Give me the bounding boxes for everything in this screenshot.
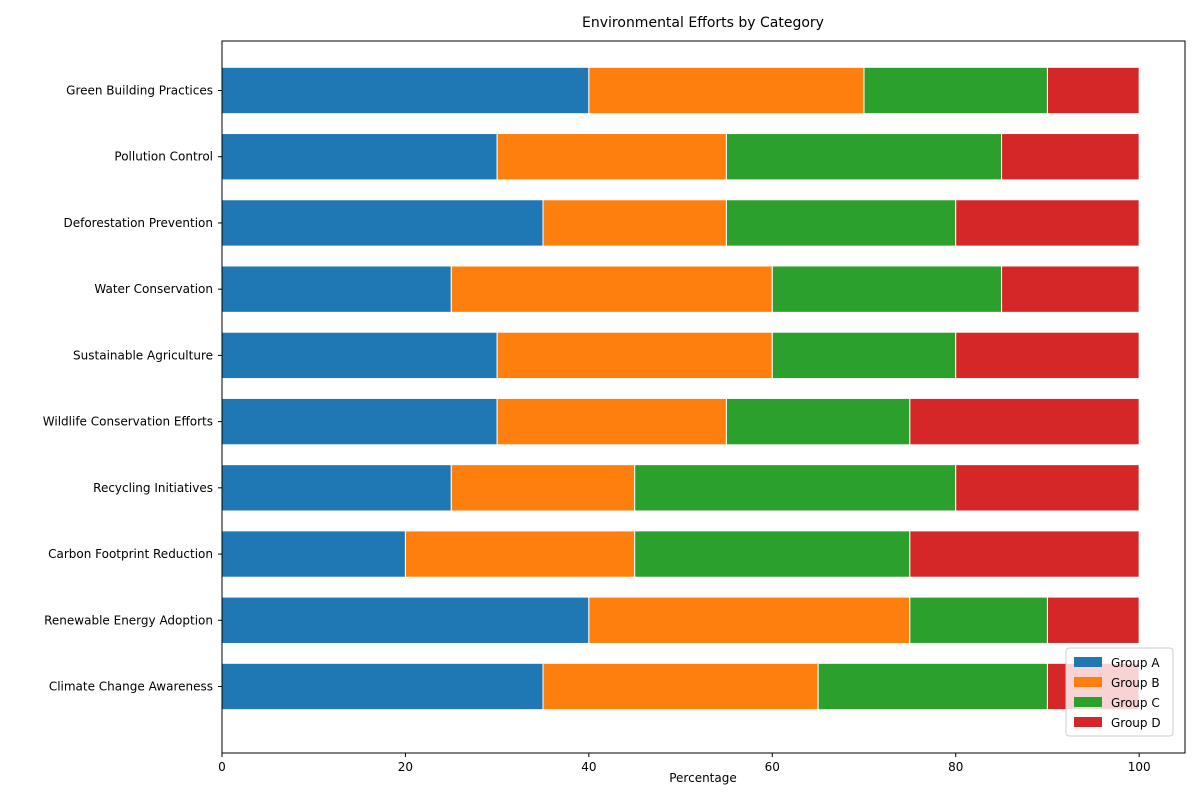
bar-segment: [221, 66, 590, 115]
bar-segment: [221, 199, 544, 247]
x-tick-label: 80: [948, 760, 963, 774]
bar-segment: [725, 199, 957, 247]
bar-segment: [955, 464, 1140, 512]
bar-segment: [771, 265, 1003, 313]
axes-frame: [221, 40, 1186, 754]
bar-segment: [542, 199, 727, 247]
bar-segment: [955, 199, 1140, 247]
bar-segment: [588, 66, 865, 115]
bar-segment: [1046, 66, 1140, 115]
x-tick-label: 60: [765, 760, 780, 774]
legend: Group A Group B Group C Group D: [1065, 647, 1174, 737]
bar-segment: [1001, 265, 1140, 313]
bar-segment: [588, 596, 911, 644]
legend-entry: Group C: [1111, 696, 1160, 710]
y-tick-label: Carbon Footprint Reduction: [48, 547, 213, 561]
legend-entry: Group D: [1111, 716, 1161, 730]
bar-segment: [909, 530, 1140, 578]
chart-title: Environmental Efforts by Category: [582, 15, 824, 31]
bar-segment: [496, 133, 727, 181]
bar-segment: [221, 265, 452, 313]
y-tick-label: Climate Change Awareness: [49, 680, 213, 694]
y-tick-label: Water Conservation: [94, 282, 213, 296]
bar-segment: [221, 331, 498, 380]
x-axis-label: Percentage: [669, 771, 737, 785]
legend-swatch: [1074, 697, 1102, 707]
bar-segment: [496, 397, 727, 446]
bar-segment: [634, 464, 957, 512]
bar-segment: [221, 397, 498, 446]
legend-swatch: [1074, 657, 1102, 667]
bar-segment: [542, 662, 819, 711]
x-axis: 0 20 40 60 80 100: [218, 753, 1151, 774]
bar-segment: [1001, 133, 1140, 181]
bar-segment: [909, 596, 1048, 644]
x-tick-label: 100: [1128, 760, 1151, 774]
legend-entry: Group A: [1111, 656, 1160, 670]
x-tick-label: 40: [581, 760, 596, 774]
legend-frame: [1065, 647, 1174, 737]
y-tick-label: Green Building Practices: [66, 84, 213, 98]
bar-segment: [496, 331, 773, 380]
y-tick-label: Sustainable Agriculture: [73, 348, 213, 362]
bar-segment: [634, 530, 911, 578]
bar-segment: [863, 66, 1048, 115]
x-tick-label: 20: [398, 760, 413, 774]
bar-segment: [221, 464, 452, 512]
bar-segment: [909, 397, 1140, 446]
bar-segment: [817, 662, 1048, 711]
bar-segment: [450, 265, 773, 313]
y-axis: Green Building Practices Pollution Contro…: [43, 84, 222, 694]
bars-group: [221, 66, 1140, 711]
bar-segment: [221, 530, 406, 578]
bar-segment: [221, 596, 590, 644]
x-tick-label: 0: [218, 760, 226, 774]
bar-segment: [221, 133, 498, 181]
bar-segment: [404, 530, 636, 578]
legend-swatch: [1074, 677, 1102, 687]
legend-swatch: [1074, 717, 1102, 727]
y-tick-label: Deforestation Prevention: [63, 216, 213, 230]
y-tick-label: Recycling Initiatives: [93, 481, 213, 495]
legend-entry: Group B: [1111, 676, 1160, 690]
bar-segment: [450, 464, 636, 512]
bar-segment: [1046, 596, 1140, 644]
y-tick-label: Wildlife Conservation Efforts: [43, 415, 213, 429]
y-tick-label: Pollution Control: [114, 150, 213, 164]
bar-segment: [725, 397, 911, 446]
bar-segment: [955, 331, 1140, 380]
bar-segment: [221, 662, 544, 711]
y-tick-label: Renewable Energy Adoption: [44, 613, 213, 627]
bar-segment: [771, 331, 957, 380]
bar-segment: [725, 133, 1003, 181]
